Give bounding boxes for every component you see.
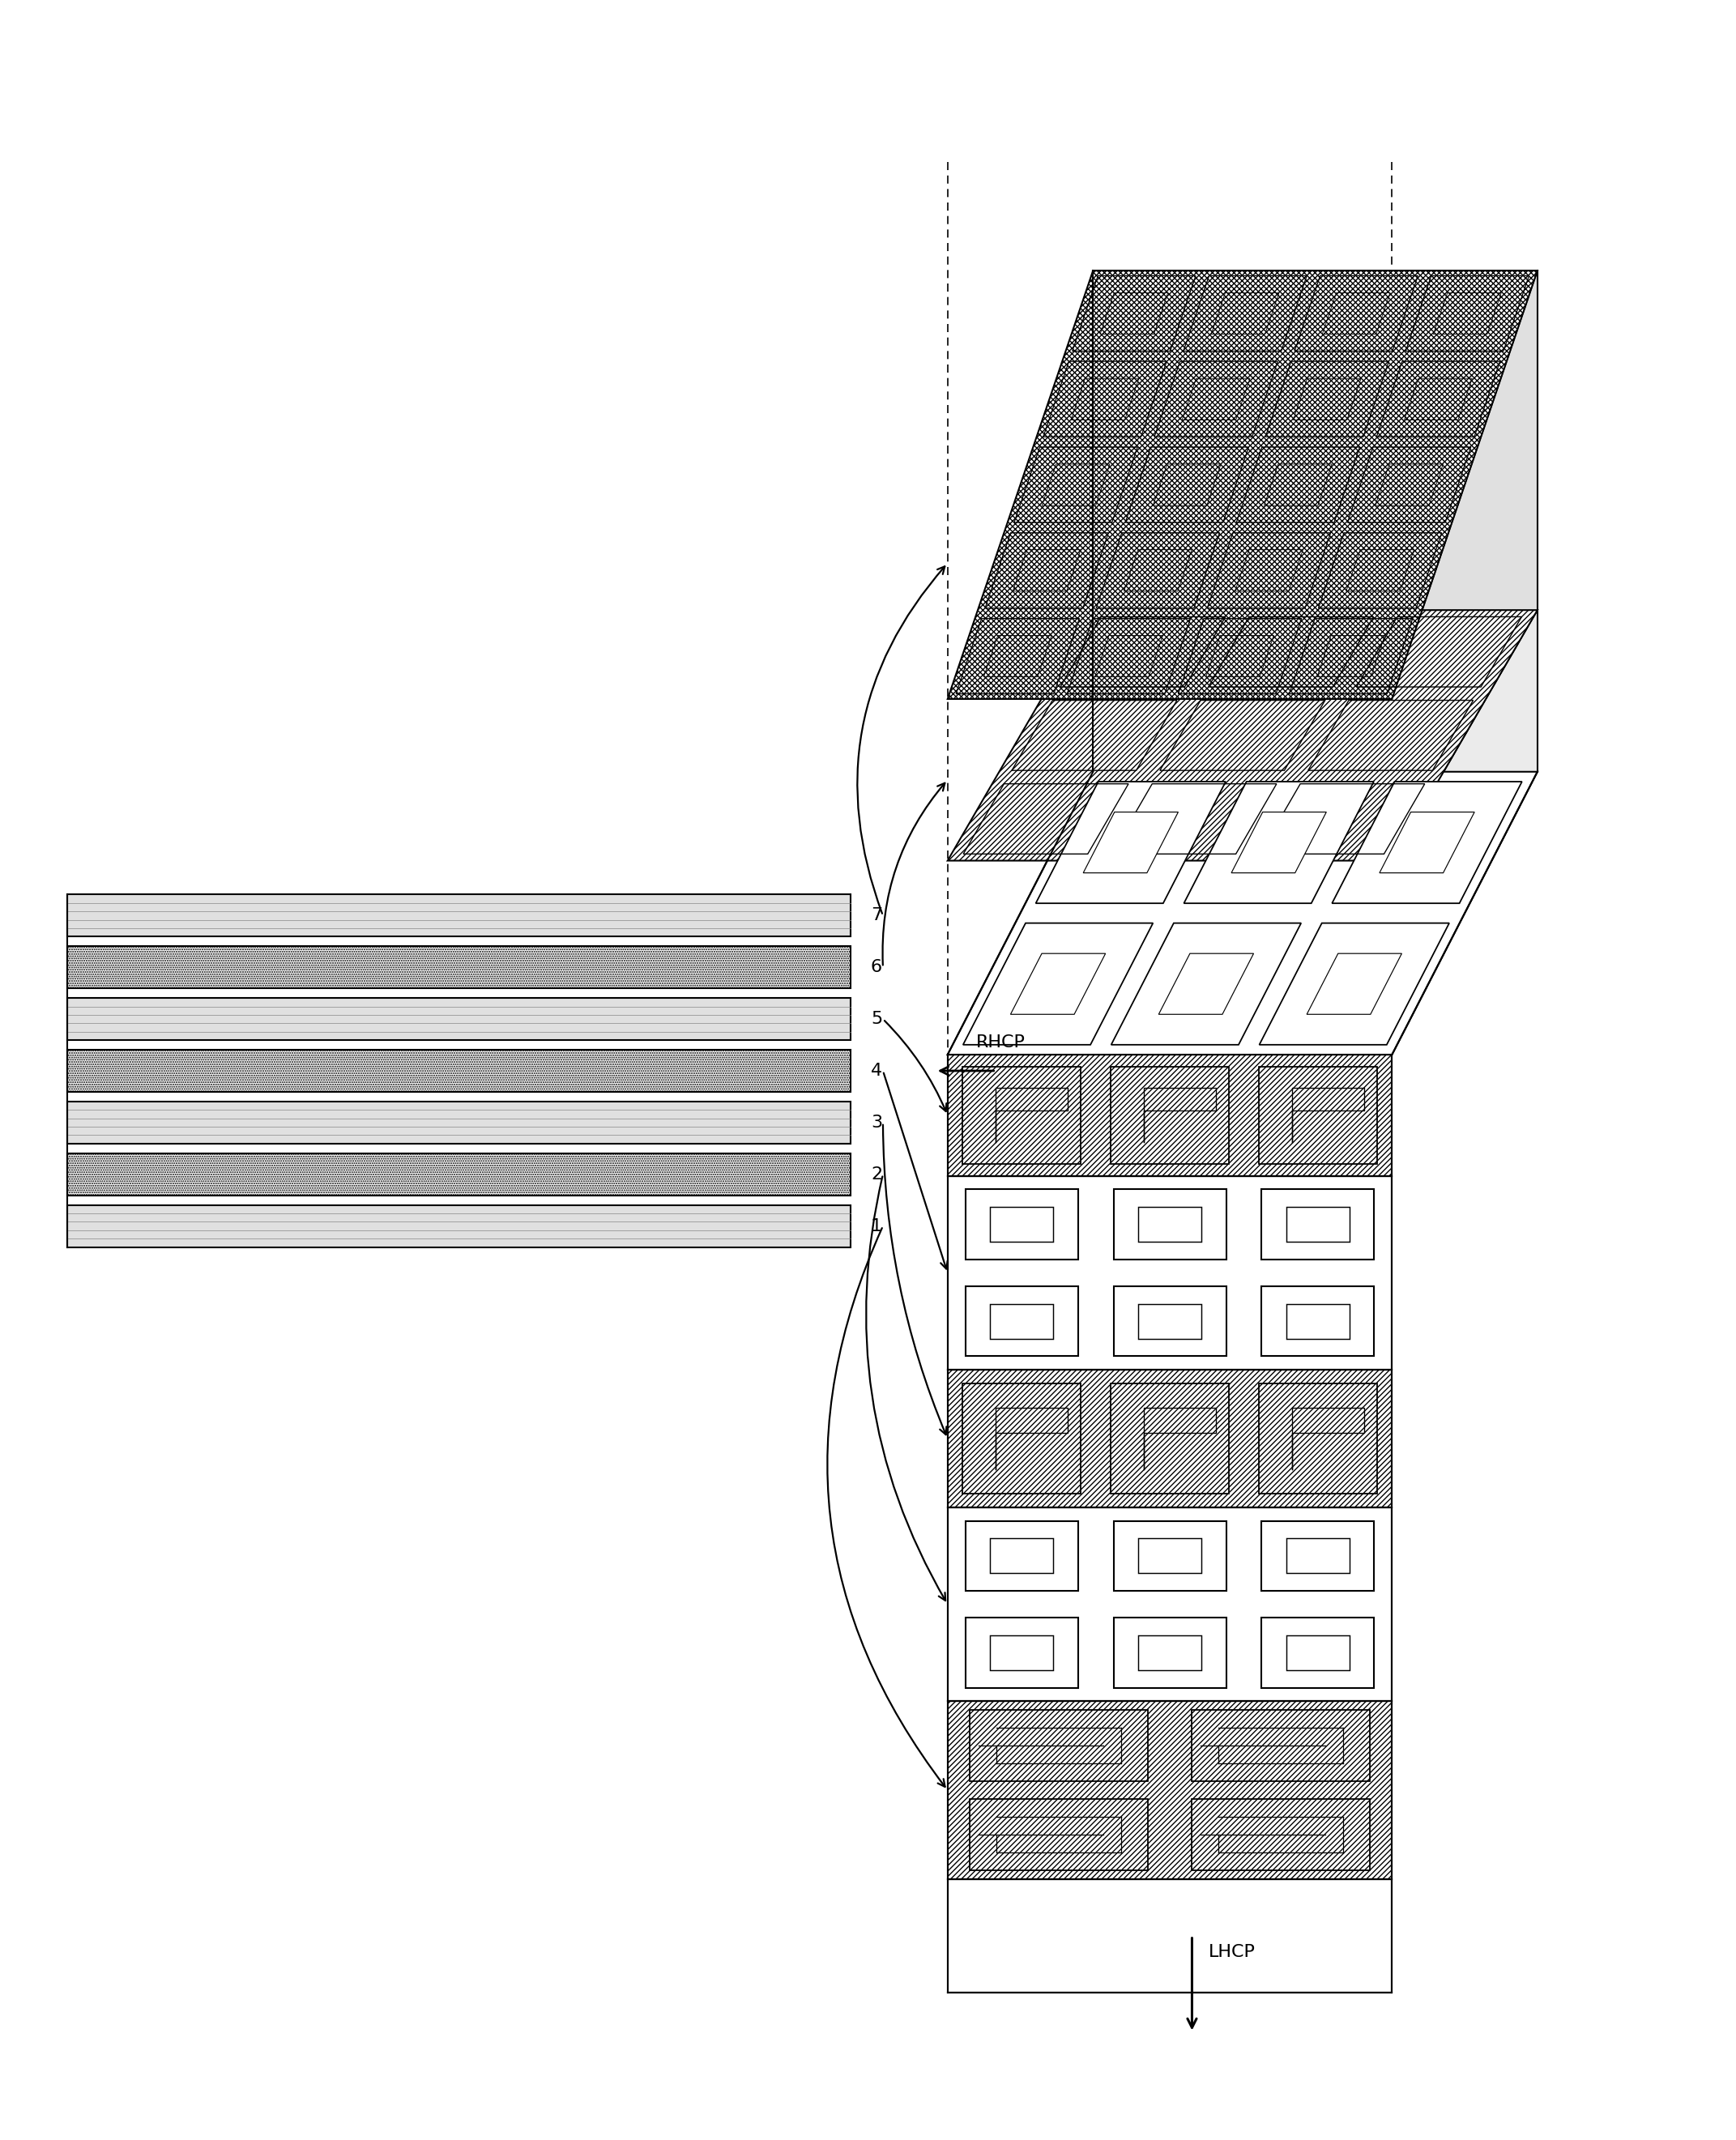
Bar [1139, 1303, 1201, 1340]
Bar [68, 1102, 851, 1143]
Bar [68, 946, 851, 989]
Polygon shape [1036, 781, 1226, 903]
Bar [1262, 1618, 1375, 1688]
Polygon shape [1332, 781, 1522, 903]
Text: 2: 2 [871, 1166, 882, 1183]
Bar [990, 1539, 1054, 1573]
Bar [1139, 1635, 1201, 1669]
Bar [948, 1175, 1392, 1370]
Bar [1286, 1635, 1349, 1669]
Bar [948, 1507, 1392, 1701]
Polygon shape [1259, 922, 1450, 1044]
Text: 7: 7 [871, 907, 882, 924]
Bar [1262, 1286, 1375, 1357]
Bar [1113, 1190, 1226, 1258]
Bar [1111, 1385, 1229, 1494]
Bar [68, 895, 851, 937]
Text: 6: 6 [871, 959, 882, 976]
Bar [1262, 1522, 1375, 1590]
Bar [990, 1303, 1054, 1340]
Bar [970, 1800, 1147, 1870]
Bar [948, 1370, 1392, 1507]
Text: 5: 5 [871, 1010, 882, 1027]
Polygon shape [948, 610, 1538, 860]
Bar [970, 1710, 1147, 1780]
Bar [1113, 1522, 1226, 1590]
Polygon shape [1231, 811, 1326, 873]
Bar [1286, 1303, 1349, 1340]
Bar [990, 1635, 1054, 1669]
Polygon shape [1111, 922, 1300, 1044]
Text: RHCP: RHCP [976, 1034, 1026, 1051]
Polygon shape [1010, 954, 1106, 1014]
Bar [1193, 1710, 1370, 1780]
Polygon shape [1158, 954, 1253, 1014]
Bar [990, 1207, 1054, 1241]
Bar [1262, 1190, 1375, 1258]
Polygon shape [948, 773, 1538, 1055]
Bar [1193, 1800, 1370, 1870]
Bar [1139, 1539, 1201, 1573]
Bar [1259, 1385, 1377, 1494]
Bar [1113, 1618, 1226, 1688]
Bar [1286, 1207, 1349, 1241]
Text: LHCP: LHCP [1208, 1943, 1255, 1960]
Bar [948, 1701, 1392, 1879]
Bar [68, 1051, 851, 1091]
Polygon shape [963, 922, 1153, 1044]
Bar [1139, 1207, 1201, 1241]
Bar [948, 1055, 1392, 1175]
Bar [948, 1879, 1392, 1992]
Bar [965, 1190, 1078, 1258]
Polygon shape [1392, 270, 1538, 860]
Bar [68, 997, 851, 1040]
Text: 1: 1 [871, 1218, 882, 1235]
Bar [1286, 1539, 1349, 1573]
Polygon shape [1184, 781, 1373, 903]
Polygon shape [948, 270, 1538, 700]
Bar [68, 1205, 851, 1248]
Bar [1111, 1066, 1229, 1164]
Polygon shape [1392, 610, 1538, 1055]
Polygon shape [1307, 954, 1401, 1014]
Text: 4: 4 [871, 1064, 882, 1079]
Polygon shape [1083, 811, 1179, 873]
Bar [1113, 1286, 1226, 1357]
Text: 3: 3 [871, 1115, 882, 1130]
Bar [962, 1066, 1082, 1164]
Bar [962, 1385, 1082, 1494]
Bar [965, 1286, 1078, 1357]
Bar [965, 1522, 1078, 1590]
Bar [68, 1153, 851, 1196]
Bar [1259, 1066, 1377, 1164]
Bar [965, 1618, 1078, 1688]
Polygon shape [1380, 811, 1474, 873]
